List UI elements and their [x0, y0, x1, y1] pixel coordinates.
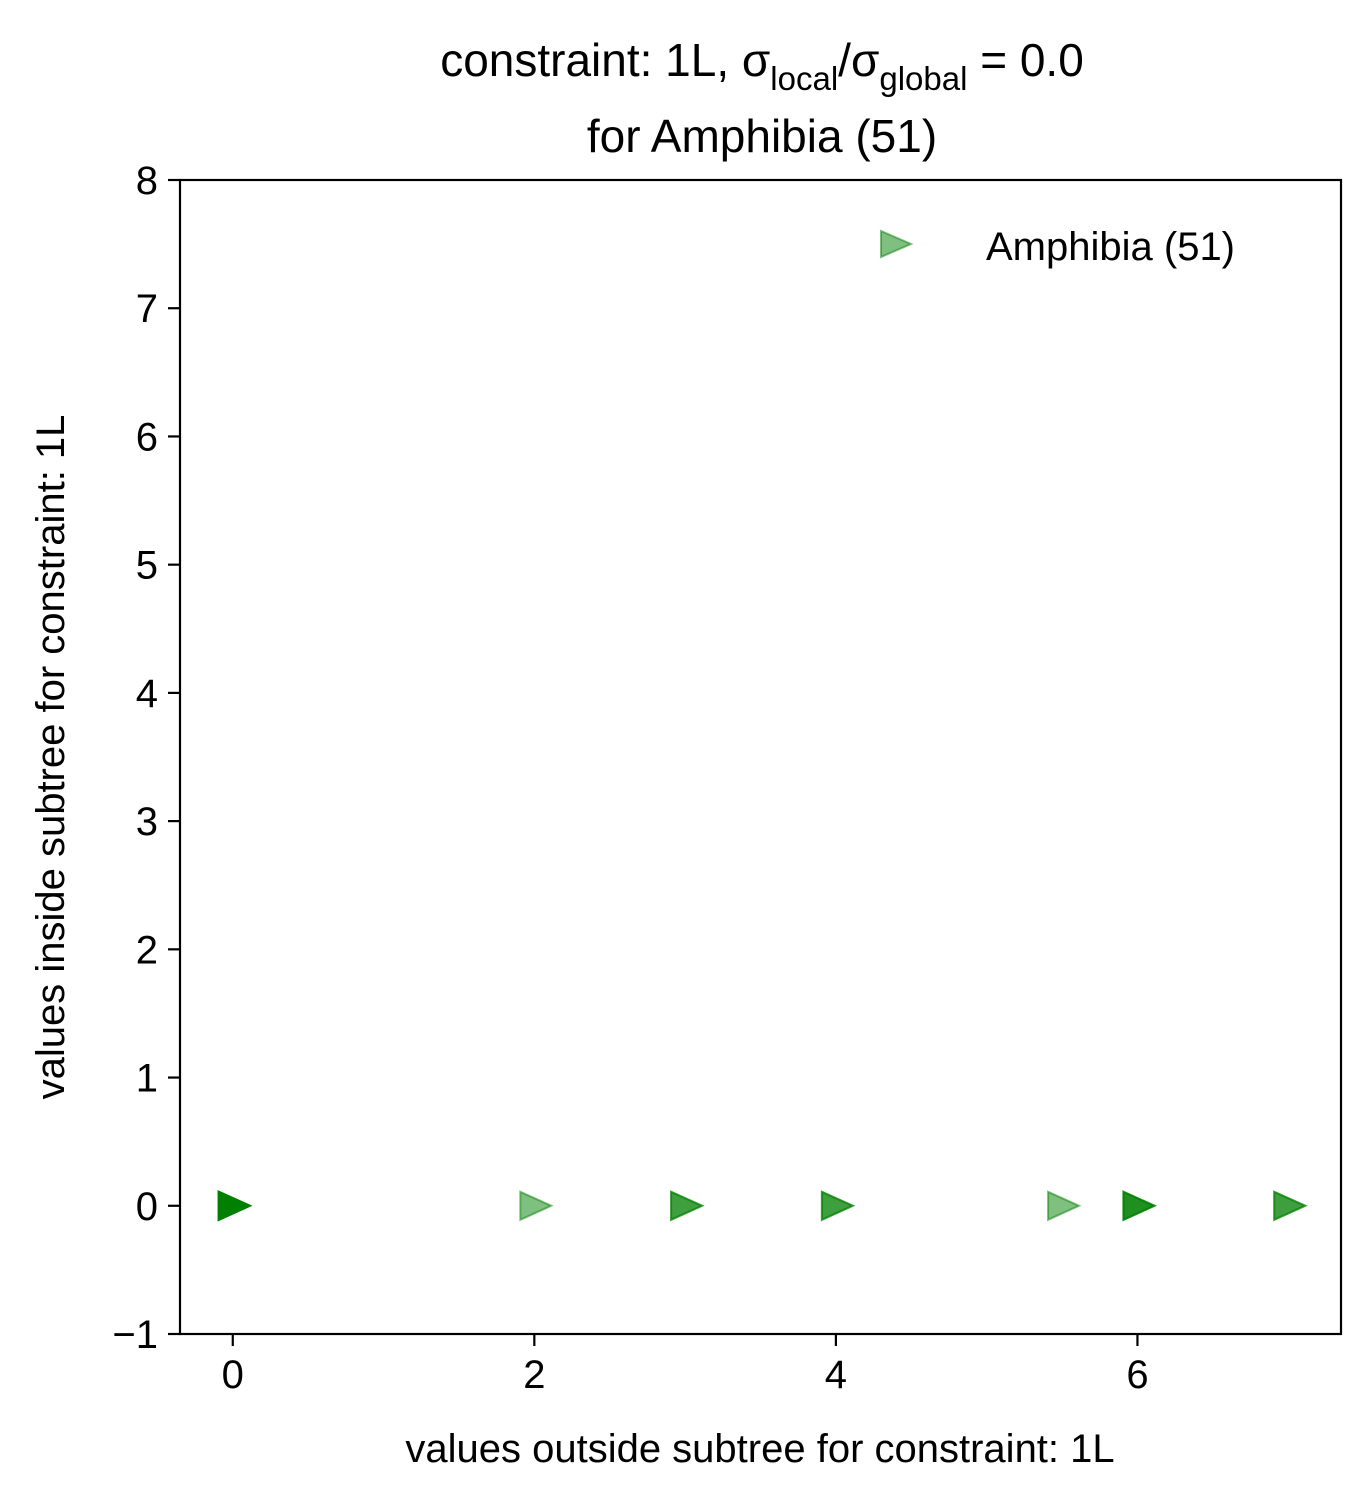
- legend-marker-triangle-icon: [880, 229, 914, 259]
- y-tick-label: 1: [136, 1057, 158, 1101]
- x-axis-label: values outside subtree for constraint: 1…: [405, 1427, 1114, 1471]
- y-axis-ticks: −1 0 1 2 3 4 5 6 7 8: [112, 159, 180, 1357]
- data-point-marker: [670, 1190, 705, 1222]
- data-point-marker: [820, 1190, 856, 1222]
- chart-title-line1: constraint: 1L, σlocal/σglobal = 0.0: [440, 34, 1084, 97]
- data-point-marker: [1122, 1190, 1157, 1222]
- y-tick-label: 5: [136, 544, 158, 588]
- y-tick-label: 8: [136, 159, 158, 203]
- data-point-marker: [519, 1190, 554, 1222]
- legend-label: Amphibia (51): [986, 225, 1235, 269]
- y-tick-label: 4: [136, 672, 158, 716]
- y-axis-label: values inside subtree for constraint: 1L: [29, 415, 73, 1100]
- y-tick-label: 0: [136, 1185, 158, 1229]
- x-tick-label: 0: [222, 1353, 244, 1397]
- x-axis-ticks: 0 2 4 6: [222, 1334, 1149, 1397]
- x-tick-label: 2: [523, 1353, 545, 1397]
- plot-frame: [178, 178, 1343, 1336]
- legend: Amphibia (51): [880, 225, 1235, 269]
- data-point-marker: [217, 1190, 253, 1222]
- data-point-marker: [1047, 1190, 1082, 1222]
- y-tick-label: 2: [136, 928, 158, 972]
- data-point-marker: [1273, 1190, 1308, 1222]
- y-tick-label: 6: [136, 415, 158, 459]
- y-tick-label: 3: [136, 800, 158, 844]
- data-points: [217, 1190, 1308, 1222]
- x-tick-label: 4: [825, 1353, 847, 1397]
- x-tick-label: 6: [1126, 1353, 1148, 1397]
- y-tick-label: −1: [112, 1313, 158, 1357]
- y-tick-label: 7: [136, 287, 158, 331]
- chart-title-line2: for Amphibia (51): [587, 110, 937, 162]
